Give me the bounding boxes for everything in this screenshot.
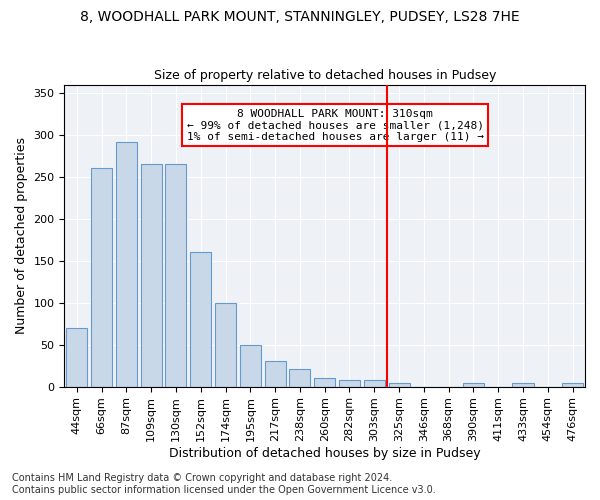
Y-axis label: Number of detached properties: Number of detached properties	[15, 137, 28, 334]
Bar	[562, 383, 583, 386]
Bar	[190, 252, 211, 386]
X-axis label: Distribution of detached houses by size in Pudsey: Distribution of detached houses by size …	[169, 447, 481, 460]
Bar	[215, 302, 236, 386]
Bar	[389, 383, 410, 386]
Bar	[166, 164, 187, 386]
Bar	[91, 168, 112, 386]
Bar	[364, 380, 385, 386]
Bar	[140, 164, 162, 386]
Bar	[66, 328, 88, 386]
Bar	[265, 362, 286, 386]
Bar	[463, 383, 484, 386]
Bar	[116, 142, 137, 386]
Text: 8 WOODHALL PARK MOUNT: 310sqm
← 99% of detached houses are smaller (1,248)
1% of: 8 WOODHALL PARK MOUNT: 310sqm ← 99% of d…	[187, 108, 484, 142]
Bar	[339, 380, 360, 386]
Text: Contains HM Land Registry data © Crown copyright and database right 2024.
Contai: Contains HM Land Registry data © Crown c…	[12, 474, 436, 495]
Bar	[289, 369, 310, 386]
Bar	[314, 378, 335, 386]
Title: Size of property relative to detached houses in Pudsey: Size of property relative to detached ho…	[154, 69, 496, 82]
Bar	[240, 346, 261, 387]
Text: 8, WOODHALL PARK MOUNT, STANNINGLEY, PUDSEY, LS28 7HE: 8, WOODHALL PARK MOUNT, STANNINGLEY, PUD…	[80, 10, 520, 24]
Bar	[512, 383, 533, 386]
